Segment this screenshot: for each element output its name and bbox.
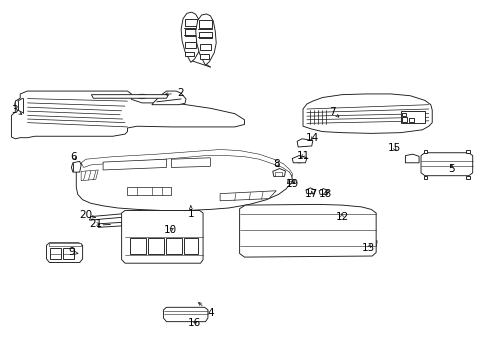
Bar xyxy=(49,243,81,246)
Polygon shape xyxy=(195,14,216,65)
Polygon shape xyxy=(46,243,82,262)
Polygon shape xyxy=(98,222,122,227)
Text: 5: 5 xyxy=(447,164,454,174)
Text: 11: 11 xyxy=(296,150,309,161)
Text: 17: 17 xyxy=(305,189,318,199)
Text: 9: 9 xyxy=(68,247,78,257)
Bar xyxy=(185,42,196,48)
Polygon shape xyxy=(292,156,306,163)
Text: 10: 10 xyxy=(163,225,177,235)
Polygon shape xyxy=(181,12,201,62)
Text: 18: 18 xyxy=(318,189,331,199)
Polygon shape xyxy=(89,212,148,220)
Bar xyxy=(148,238,163,253)
Text: 2: 2 xyxy=(165,88,183,98)
Polygon shape xyxy=(239,204,375,257)
Polygon shape xyxy=(163,307,207,321)
Polygon shape xyxy=(81,149,292,176)
Text: 13: 13 xyxy=(362,243,375,253)
Polygon shape xyxy=(303,94,431,134)
Text: 14: 14 xyxy=(305,133,319,143)
Polygon shape xyxy=(466,176,469,179)
Text: 16: 16 xyxy=(188,319,201,328)
Text: 3: 3 xyxy=(11,105,22,115)
Polygon shape xyxy=(81,170,98,181)
Bar xyxy=(288,181,293,183)
Text: 7: 7 xyxy=(328,107,338,117)
Bar xyxy=(184,30,197,36)
Text: 21: 21 xyxy=(89,219,102,229)
Bar xyxy=(200,44,210,50)
Bar xyxy=(408,118,413,122)
Polygon shape xyxy=(423,150,427,153)
Polygon shape xyxy=(287,179,295,184)
Bar xyxy=(200,54,208,59)
Polygon shape xyxy=(171,158,210,167)
Bar xyxy=(199,32,211,38)
Text: 1: 1 xyxy=(187,206,194,219)
Polygon shape xyxy=(103,159,166,170)
Polygon shape xyxy=(466,150,469,153)
Polygon shape xyxy=(152,91,185,105)
Text: 4: 4 xyxy=(198,302,213,318)
Polygon shape xyxy=(423,176,427,179)
Bar xyxy=(184,19,197,26)
Polygon shape xyxy=(122,211,203,263)
Polygon shape xyxy=(91,95,168,98)
Text: 20: 20 xyxy=(80,210,95,220)
Polygon shape xyxy=(76,151,292,211)
Text: 8: 8 xyxy=(272,159,279,169)
Text: 12: 12 xyxy=(335,212,348,222)
Polygon shape xyxy=(127,187,171,195)
Polygon shape xyxy=(11,91,244,139)
Bar xyxy=(401,117,407,122)
Text: 6: 6 xyxy=(70,152,77,162)
Polygon shape xyxy=(405,154,418,163)
Bar xyxy=(185,52,194,56)
Bar xyxy=(400,111,424,123)
Polygon shape xyxy=(297,139,312,147)
Bar xyxy=(165,238,181,253)
Text: 19: 19 xyxy=(285,179,298,189)
Bar xyxy=(50,248,61,259)
Text: 15: 15 xyxy=(387,143,401,153)
Bar xyxy=(63,248,74,259)
Polygon shape xyxy=(319,189,328,194)
Bar xyxy=(183,238,197,253)
Polygon shape xyxy=(220,191,276,201)
Bar xyxy=(130,238,145,253)
Polygon shape xyxy=(334,208,348,216)
Polygon shape xyxy=(305,188,315,194)
Polygon shape xyxy=(420,153,472,176)
Polygon shape xyxy=(71,161,81,172)
Polygon shape xyxy=(272,168,285,176)
Bar xyxy=(199,21,211,28)
Bar xyxy=(274,172,282,176)
Bar xyxy=(401,113,406,116)
Polygon shape xyxy=(364,239,376,246)
